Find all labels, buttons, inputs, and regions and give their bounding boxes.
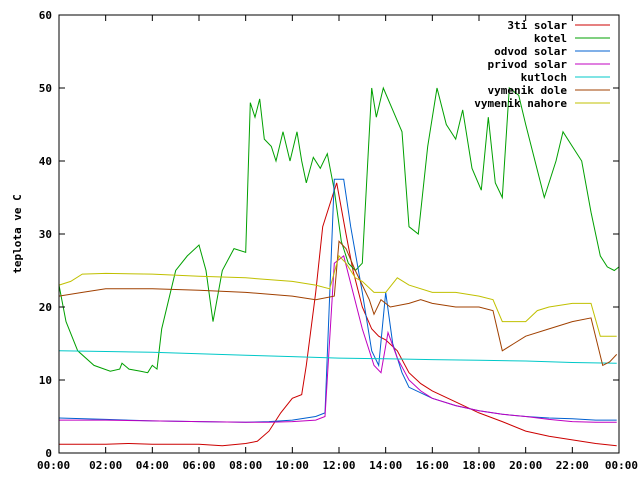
y-tick-label: 40 [39,155,52,168]
x-tick-label: 10:00 [276,459,309,472]
legend-label: kotel [534,32,567,45]
legend-label: 3ti solar [507,19,567,32]
x-tick-label: 20:00 [509,459,542,472]
legend-label: kutloch [521,71,567,84]
series-line-5 [58,240,618,367]
legend-label: vymenik dole [488,84,568,97]
x-tick-label: 16:00 [416,459,449,472]
series-line-3 [59,255,617,423]
x-tick-label: 00:00 [605,459,638,472]
series-line-6 [58,254,617,337]
x-tick-label: 02:00 [89,459,122,472]
y-tick-label: 10 [39,374,52,387]
series-line-4 [58,350,617,364]
x-tick-label: 04:00 [136,459,169,472]
x-tick-label: 06:00 [182,459,215,472]
axis-layer: 0 10 20 30 40 50 60 00:00 02:00 04:00 06:00 08:00 10… [37,9,638,472]
series-line-0 [59,182,617,447]
y-tick-label: 50 [39,82,52,95]
x-tick-label: 08:00 [229,459,262,472]
y-tick-label: 20 [39,301,52,314]
y-tick-label: 30 [39,228,52,241]
y-axis-label: teplota ve C [11,194,24,273]
x-tick-label: 12:00 [322,459,355,472]
legend-label: vymenik nahore [474,97,567,110]
x-tick-label: 18:00 [462,459,495,472]
series-layer [58,86,620,447]
y-tick-label: 0 [45,447,52,460]
legend-label: privod solar [488,58,568,71]
x-tick-label: 22:00 [556,459,589,472]
legend-label: odvod solar [494,45,567,58]
y-tick-label: 60 [39,9,52,22]
x-tick-label: 14:00 [369,459,402,472]
x-tick-label: 00:00 [37,459,70,472]
